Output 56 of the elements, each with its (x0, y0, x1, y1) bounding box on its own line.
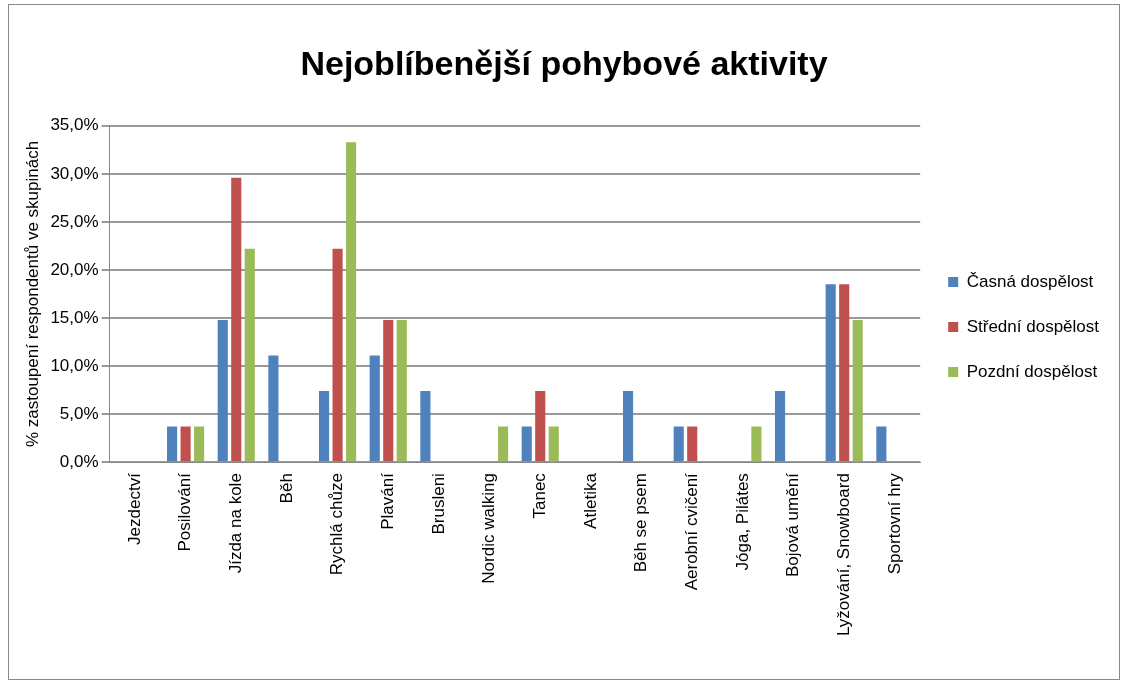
bar (167, 426, 178, 462)
bar (244, 248, 255, 462)
y-tick-label: 20,0% (50, 259, 99, 279)
legend-label: Střední dospělost (966, 316, 1100, 336)
bar (876, 426, 887, 462)
bar (420, 391, 431, 462)
x-tick-label: Jízda na kole (225, 473, 245, 574)
bar (396, 319, 407, 462)
bar (774, 391, 786, 462)
bar (521, 426, 532, 462)
bar (839, 284, 850, 462)
y-tick-label: 5,0% (59, 403, 99, 423)
bar (622, 391, 634, 462)
bar (687, 426, 698, 462)
y-tick-label: 10,0% (50, 355, 99, 375)
y-tick-label: 30,0% (50, 163, 99, 183)
x-tick-label: Běh se psem (631, 473, 651, 573)
legend-label: Pozdní dospělost (966, 361, 1098, 381)
y-axis-title: % zastoupení respondentů ve skupinách (22, 140, 42, 448)
bar (383, 319, 394, 462)
x-tick-label: Lyžování, Snowboard (833, 473, 853, 637)
bar (194, 426, 205, 462)
x-tick-label: Rychlá chůze (327, 473, 347, 576)
bar (369, 355, 380, 462)
x-tick-label: Běh (276, 473, 296, 504)
chart-title: Nejoblíbenější pohybové aktivity (300, 43, 828, 82)
bar (852, 319, 863, 462)
bar (180, 426, 191, 462)
bar (498, 426, 509, 462)
x-tick-label: Posilování (175, 472, 195, 552)
y-tick-label: 0,0% (59, 451, 99, 471)
x-tick-label: Atletika (580, 472, 600, 529)
bar (231, 177, 242, 462)
x-tick-label: Aerobní cvičení (681, 472, 701, 591)
bar (319, 391, 330, 462)
bar (332, 248, 343, 462)
x-tick-label: Bojová umění (783, 472, 803, 578)
bar (268, 355, 279, 462)
bar (673, 426, 684, 462)
x-tick-label: Jezdectví (124, 472, 144, 545)
x-tick-label: Brusleni (428, 473, 448, 535)
y-tick-label: 25,0% (50, 211, 99, 231)
x-tick-label: Nordic walking (479, 473, 499, 584)
bar (535, 391, 546, 462)
x-tick-label: Tanec (529, 472, 549, 519)
x-tick-label: Jóga, Pilátes (732, 473, 752, 571)
bar (217, 319, 228, 462)
bar (346, 142, 357, 462)
x-tick-label: Plavání (377, 472, 397, 530)
y-tick-label: 15,0% (50, 307, 99, 327)
x-tick-label: Sportovní hry (884, 472, 904, 575)
legend-label: Časná dospělost (966, 271, 1094, 291)
bar (825, 284, 836, 462)
bar (548, 426, 559, 462)
bar (751, 426, 762, 462)
y-tick-label: 35,0% (50, 115, 99, 135)
